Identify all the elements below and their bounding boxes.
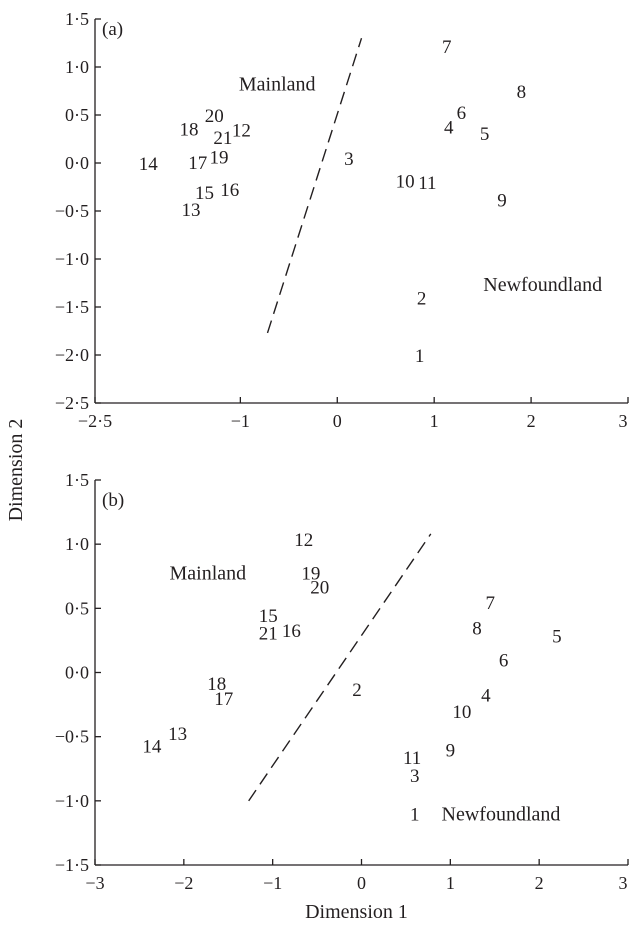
y-tick-label: 0·0	[65, 153, 89, 173]
y-tick-label: 0·5	[65, 105, 89, 125]
x-tick-label: −1	[231, 411, 250, 431]
x-tick-label: 2	[535, 873, 544, 893]
x-tick-label: 1	[430, 411, 439, 431]
x-tick-label: 0	[357, 873, 366, 893]
y-axis-title: Dimension 2	[5, 419, 27, 522]
panel-a: 1·5 1·0 0·5 0·0 −0·5 −1·0 −1·5 −2·0 −2·5−2·5 −1 0 1…	[55, 9, 629, 431]
data-point-21: 21	[213, 128, 232, 149]
y-tick-label: −1·0	[55, 791, 89, 811]
y-tick-label: −0·5	[55, 727, 89, 747]
region-label: Newfoundland	[442, 804, 561, 826]
x-tick-label: 2	[527, 411, 536, 431]
data-point-7: 7	[442, 37, 452, 58]
y-tick-label: −2·5	[55, 393, 89, 413]
y-tick-label: 1·0	[65, 534, 89, 554]
y-tick-label: 1·0	[65, 57, 89, 77]
data-point-8: 8	[472, 619, 482, 640]
data-point-9: 9	[446, 741, 456, 762]
data-point-18: 18	[207, 674, 226, 695]
data-point-12: 12	[294, 530, 313, 551]
data-point-1: 1	[415, 346, 425, 367]
x-tick-label: −2·5	[78, 411, 112, 431]
data-point-7: 7	[486, 593, 496, 614]
panel-tag: (a)	[102, 19, 123, 40]
y-tick-label: 0·5	[65, 598, 89, 618]
x-axis-title: Dimension 1	[305, 901, 408, 923]
data-point-6: 6	[499, 651, 509, 672]
data-point-4: 4	[444, 118, 454, 139]
data-point-8: 8	[517, 82, 527, 103]
data-point-5: 5	[552, 626, 562, 647]
data-point-17: 17	[214, 689, 233, 710]
data-point-2: 2	[352, 680, 362, 701]
y-tick-label: −1·0	[55, 249, 89, 269]
data-point-14: 14	[142, 737, 162, 758]
data-point-6: 6	[457, 103, 467, 124]
region-label: Mainland	[239, 73, 316, 95]
y-tick-label: −1·5	[55, 855, 89, 875]
x-tick-label: −2	[174, 873, 193, 893]
y-tick-label: 0·0	[65, 663, 89, 683]
data-point-12: 12	[232, 120, 251, 141]
x-tick-label: −3	[85, 873, 104, 893]
x-tick-label: 0	[333, 411, 342, 431]
separator-line	[248, 533, 432, 802]
data-point-9: 9	[497, 190, 507, 211]
data-point-3: 3	[410, 766, 420, 787]
panel-b: 1·51·00·50·0−0·5−1·0−1·5−3 −2 −1 0 1 2 3(b)Mai…	[55, 470, 629, 923]
data-point-15: 15	[259, 606, 278, 627]
data-point-16: 16	[220, 180, 239, 201]
y-tick-label: 1·5	[65, 470, 89, 490]
x-tick-label: −1	[263, 873, 282, 893]
data-point-15: 15	[195, 183, 214, 204]
data-point-10: 10	[452, 702, 471, 723]
y-tick-label: 1·5	[65, 9, 89, 29]
data-point-3: 3	[344, 149, 354, 170]
data-point-21: 21	[259, 624, 278, 645]
y-tick-label: −2·0	[55, 345, 89, 365]
separator-line	[266, 37, 363, 334]
region-label: Mainland	[169, 562, 246, 584]
data-point-20: 20	[310, 578, 329, 599]
data-point-13: 13	[168, 724, 187, 745]
data-point-4: 4	[481, 685, 491, 706]
data-point-14: 14	[139, 154, 159, 175]
data-point-5: 5	[480, 124, 490, 145]
data-point-16: 16	[282, 621, 301, 642]
data-point-1: 1	[410, 805, 420, 826]
x-tick-label: 3	[619, 411, 628, 431]
region-label: Newfoundland	[483, 274, 602, 296]
panel-tag: (b)	[102, 490, 124, 511]
data-point-11: 11	[403, 748, 421, 769]
data-point-13: 13	[181, 200, 200, 221]
data-point-2: 2	[417, 288, 427, 309]
data-point-20: 20	[205, 106, 224, 127]
data-point-11: 11	[418, 173, 436, 194]
x-tick-label: 1	[446, 873, 455, 893]
data-point-19: 19	[301, 563, 320, 584]
y-tick-label: −1·5	[55, 297, 89, 317]
x-tick-label: 3	[619, 873, 628, 893]
data-point-10: 10	[396, 171, 415, 192]
data-point-18: 18	[180, 119, 199, 140]
y-tick-label: −0·5	[55, 201, 89, 221]
data-point-17: 17	[188, 153, 207, 174]
data-point-19: 19	[210, 147, 229, 168]
